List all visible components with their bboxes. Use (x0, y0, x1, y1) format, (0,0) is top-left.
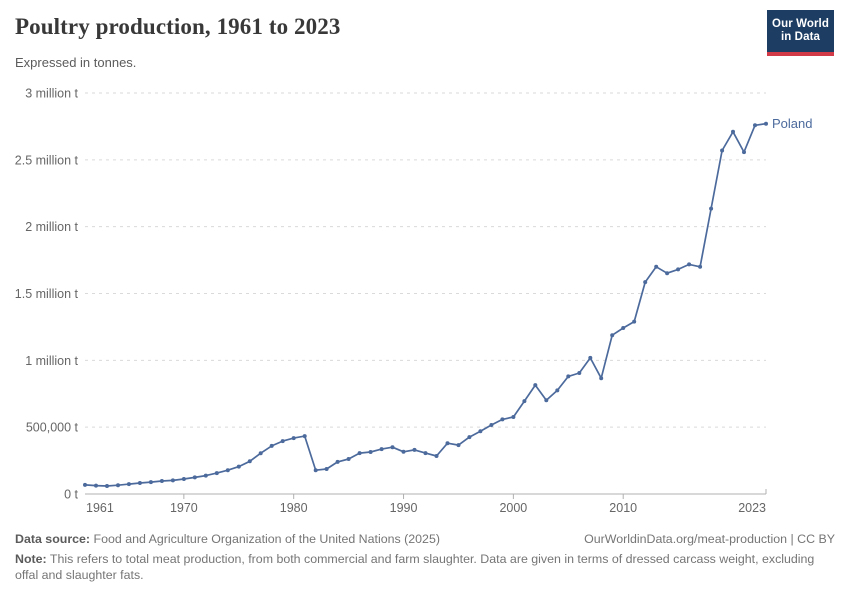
data-point-1980[interactable] (291, 436, 296, 441)
data-point-2019[interactable] (720, 148, 725, 153)
x-axis-label-1961: 1961 (86, 501, 114, 515)
data-source-line: Data source: Food and Agriculture Organi… (15, 531, 440, 547)
entity-label-poland[interactable]: Poland (772, 116, 812, 131)
data-point-2000[interactable] (511, 415, 516, 419)
data-point-2008[interactable] (599, 376, 604, 381)
data-point-2023[interactable] (764, 121, 768, 126)
data-point-1985[interactable] (346, 457, 351, 461)
data-point-1986[interactable] (357, 451, 362, 456)
data-point-1975[interactable] (236, 464, 241, 469)
data-point-1988[interactable] (379, 447, 384, 452)
data-point-1981[interactable] (302, 434, 307, 439)
data-point-1997[interactable] (478, 429, 483, 434)
data-point-2015[interactable] (676, 267, 681, 272)
data-point-1994[interactable] (445, 441, 450, 446)
data-point-2021[interactable] (742, 150, 746, 155)
data-point-2004[interactable] (555, 388, 560, 393)
chart-footer: Data source: Food and Agriculture Organi… (15, 531, 835, 583)
y-axis-label-3000000: 3 million t (25, 87, 78, 101)
data-point-1991[interactable] (412, 447, 417, 452)
y-axis-label-2000000: 2 million t (25, 220, 78, 234)
data-source-text: Food and Agriculture Organization of the… (90, 532, 440, 546)
data-point-1982[interactable] (313, 468, 318, 473)
data-point-2009[interactable] (610, 333, 615, 338)
data-point-2018[interactable] (709, 206, 714, 211)
data-point-1998[interactable] (489, 423, 494, 427)
data-point-2003[interactable] (544, 398, 549, 403)
owid-logo: Our World in Data (767, 10, 834, 56)
data-point-1970[interactable] (181, 477, 186, 481)
x-axis-label-2000: 2000 (499, 501, 527, 515)
x-axis-label-2023: 2023 (738, 501, 766, 515)
x-axis-label-1990: 1990 (390, 501, 418, 515)
data-point-1992[interactable] (423, 451, 428, 456)
data-point-2014[interactable] (665, 271, 670, 276)
data-point-1968[interactable] (159, 479, 164, 483)
y-axis-label-500000: 500,000 t (26, 421, 79, 435)
data-point-1976[interactable] (247, 459, 252, 464)
chart-subtitle: Expressed in tonnes. (15, 55, 137, 70)
data-point-2020[interactable] (731, 129, 735, 134)
chart-title: Poultry production, 1961 to 2023 (15, 14, 341, 39)
data-point-1984[interactable] (335, 459, 340, 464)
data-point-2010[interactable] (621, 326, 626, 330)
data-point-1990[interactable] (401, 449, 406, 454)
line-chart[interactable]: 0 t 500,000 t 1 million t 1.5 million t 2 mi… (0, 0, 850, 530)
data-point-1995[interactable] (456, 443, 461, 448)
credit-link[interactable]: OurWorldinData.org/meat-production | CC … (584, 532, 835, 546)
data-point-1974[interactable] (225, 468, 230, 473)
data-point-1964[interactable] (116, 483, 120, 488)
note-text: This refers to total meat production, fr… (15, 552, 815, 582)
data-point-2011[interactable] (632, 319, 637, 324)
data-point-1969[interactable] (170, 478, 175, 483)
data-point-1979[interactable] (280, 439, 285, 444)
data-point-2002[interactable] (533, 383, 538, 388)
note-label: Note: (15, 552, 47, 566)
data-point-1971[interactable] (192, 475, 197, 480)
y-axis-label-0: 0 t (64, 488, 78, 502)
data-point-1963[interactable] (105, 484, 109, 488)
data-point-1973[interactable] (214, 471, 219, 476)
data-source-label: Data source: (15, 532, 91, 546)
data-point-2022[interactable] (753, 123, 757, 128)
data-point-1966[interactable] (137, 481, 142, 485)
data-point-1987[interactable] (368, 450, 373, 454)
data-point-1993[interactable] (434, 454, 439, 458)
data-point-1965[interactable] (126, 482, 131, 487)
x-axis-label-1980: 1980 (280, 501, 308, 515)
data-point-2013[interactable] (654, 264, 659, 269)
data-point-1996[interactable] (467, 435, 472, 440)
data-point-2001[interactable] (522, 399, 527, 404)
data-point-1961[interactable] (83, 482, 87, 487)
data-point-1983[interactable] (324, 467, 329, 471)
data-point-1972[interactable] (203, 473, 208, 478)
data-point-1962[interactable] (94, 483, 98, 488)
data-point-1977[interactable] (258, 451, 263, 456)
data-point-2017[interactable] (698, 264, 703, 269)
data-point-1989[interactable] (390, 445, 395, 450)
data-point-2006[interactable] (577, 371, 582, 375)
data-point-1999[interactable] (500, 417, 505, 422)
x-axis-label-2010: 2010 (609, 501, 637, 515)
owid-logo-line2: in Data (780, 31, 821, 43)
data-point-2012[interactable] (643, 280, 648, 285)
data-point-1978[interactable] (269, 443, 274, 448)
y-axis-label-1500000: 1.5 million t (15, 287, 79, 301)
production-line-poland (84, 122, 767, 487)
data-point-2016[interactable] (687, 262, 692, 267)
data-point-2005[interactable] (566, 374, 571, 379)
note-line: Note: This refers to total meat producti… (15, 551, 817, 583)
data-point-1967[interactable] (148, 480, 153, 485)
y-axis-label-2500000: 2.5 million t (15, 153, 79, 167)
owid-logo-line1: Our World (772, 17, 829, 30)
y-axis-label-1000000: 1 million t (25, 354, 78, 368)
x-axis-label-1970: 1970 (170, 501, 198, 515)
data-point-2007[interactable] (588, 355, 593, 360)
